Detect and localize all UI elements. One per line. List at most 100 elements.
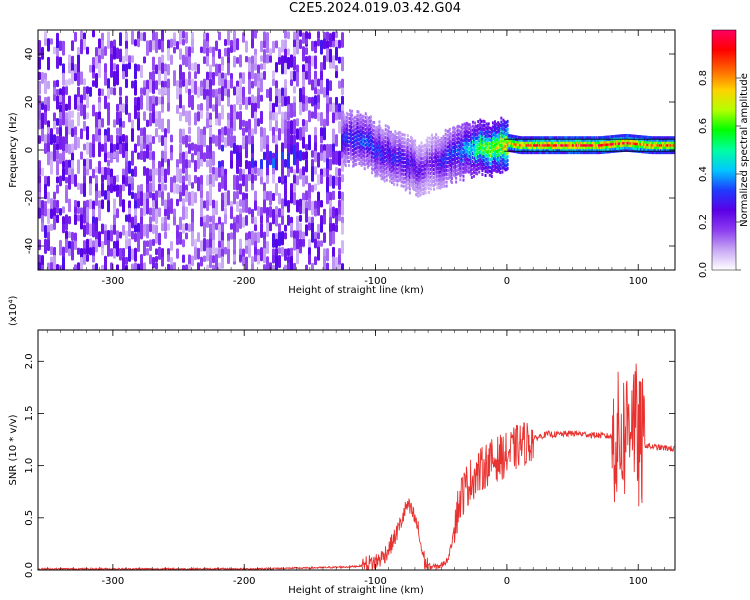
- spectrogram-ridge-cell: [367, 124, 370, 128]
- spectrogram-ridge-cell: [471, 156, 474, 160]
- spectrogram-ridge-cell: [481, 149, 484, 153]
- spectrogram-ridge-cell: [586, 151, 589, 155]
- spectrogram-ridge-cell: [569, 141, 572, 145]
- spectrogram-ridge-cell: [372, 167, 375, 171]
- spectrogram-ridge-cell: [353, 151, 356, 155]
- spectrogram-ridge-cell: [423, 143, 426, 147]
- spectrogram-ridge-cell: [650, 146, 653, 150]
- spectrogram-ridge-cell: [575, 146, 578, 150]
- spectrogram-cell: [314, 55, 317, 70]
- spectrogram-ridge-cell: [440, 164, 443, 168]
- spectrogram-ridge-cell: [646, 150, 649, 154]
- spectrogram-ridge-cell: [627, 141, 630, 145]
- spectrogram-ridge-cell: [386, 156, 389, 160]
- spectrogram-ridge-cell: [364, 151, 367, 155]
- spectrogram-cell: [158, 120, 161, 130]
- spectrogram-ridge-cell: [418, 175, 421, 179]
- spectrogram-cell: [302, 199, 305, 214]
- spectrogram-cell: [281, 39, 284, 53]
- spectrogram-cell: [293, 150, 296, 166]
- spectrogram-ridge-cell: [376, 146, 379, 150]
- spectrogram-ridge-cell: [416, 174, 419, 178]
- spectrogram-ridge-cell: [432, 144, 435, 148]
- spectrogram-ridge-cell: [454, 166, 457, 170]
- spectrogram-cell: [56, 159, 59, 176]
- spectrogram-ridge-cell: [448, 151, 451, 155]
- spectrogram-ridge-cell: [461, 166, 464, 170]
- spectrogram-ridge-cell: [612, 142, 615, 146]
- spectrogram-cell: [143, 262, 146, 270]
- spectrogram-ridge-cell: [398, 150, 401, 154]
- spectrogram-ridge-cell: [426, 160, 429, 164]
- spectrogram-ridge-cell: [572, 141, 575, 145]
- spectrogram-ridge-cell: [484, 138, 487, 142]
- spectrogram-ridge-cell: [426, 171, 429, 175]
- spectrogram-ridge-cell: [600, 148, 603, 152]
- spectrogram-cell: [311, 200, 314, 216]
- spectrogram-cell: [293, 86, 296, 94]
- spectrogram-ridge-cell: [670, 141, 673, 145]
- spectrogram-ridge-cell: [634, 142, 637, 146]
- spectrogram-cell: [53, 134, 56, 144]
- spectrogram-ridge-cell: [574, 138, 577, 142]
- spectrogram-ridge-cell: [505, 124, 508, 128]
- spectrogram-cell: [197, 262, 200, 270]
- spectrogram-ridge-cell: [658, 151, 661, 155]
- spectrogram-ridge-cell: [495, 126, 498, 130]
- spectrogram-cell: [296, 215, 299, 232]
- spectrogram-ridge-cell: [441, 177, 444, 181]
- spectrogram-ridge-cell: [482, 135, 485, 139]
- spectrogram-cell: [230, 232, 233, 240]
- spectrogram-ridge-cell: [446, 129, 449, 133]
- spectrogram-cell: [149, 239, 152, 251]
- spectrogram-ridge-cell: [392, 172, 395, 176]
- spectrogram-ridge-cell: [635, 142, 638, 146]
- spectrogram-cell: [305, 207, 308, 223]
- spectrogram-ridge-cell: [356, 145, 359, 149]
- spectrogram-ridge-cell: [464, 123, 467, 127]
- spectrogram-ridge-cell: [572, 146, 575, 150]
- spectrogram-ridge-cell: [395, 175, 398, 179]
- spectrogram-cell: [311, 166, 314, 182]
- spectrogram-cell: [176, 238, 179, 246]
- spectrogram-ridge-cell: [375, 173, 378, 177]
- spectrogram-cell: [302, 136, 305, 149]
- spectrogram-cell: [101, 143, 104, 152]
- spectrogram-ridge-cell: [548, 146, 551, 150]
- spectrogram-ridge-cell: [492, 125, 495, 129]
- spectrogram-cell: [290, 54, 293, 68]
- spectrogram-ridge-cell: [460, 130, 463, 134]
- spectrogram-cell: [296, 71, 299, 87]
- spectrogram-ridge-cell: [672, 146, 675, 150]
- spectrogram-ridge-cell: [414, 162, 417, 166]
- spectrogram-cell: [224, 39, 227, 47]
- spectrogram-ridge-cell: [392, 140, 395, 144]
- spectrogram-cell: [161, 199, 164, 206]
- spectrogram-cell: [98, 167, 101, 174]
- spectrogram-ridge-cell: [450, 134, 453, 138]
- spectrogram-ridge-cell: [358, 134, 361, 138]
- spectrogram-ridge-cell: [439, 155, 442, 159]
- spectrogram-ridge-cell: [547, 138, 550, 142]
- spectrogram-ridge-cell: [370, 135, 373, 139]
- spectrogram-ridge-cell: [462, 131, 465, 135]
- spectrogram-ridge-cell: [464, 155, 467, 159]
- spectrogram-ridge-cell: [456, 145, 459, 149]
- spectrogram-cell: [263, 40, 266, 49]
- spectrogram-cell: [299, 150, 302, 162]
- spectrogram-ridge-cell: [343, 115, 346, 119]
- spectrogram-ridge-cell: [456, 133, 459, 137]
- spectrogram-ridge-cell: [466, 130, 469, 134]
- spectrogram-ridge-cell: [453, 134, 456, 138]
- spectrogram-cell: [74, 31, 77, 42]
- spectrogram-ridge-cell: [660, 143, 663, 147]
- spectrogram-cell: [302, 46, 305, 62]
- spectrogram-cell: [74, 214, 77, 225]
- spectrogram-ridge-cell: [517, 148, 520, 152]
- spectrogram-cell: [251, 102, 254, 119]
- spectrogram-ridge-cell: [607, 135, 610, 139]
- spectrogram-cell: [218, 240, 221, 248]
- spectrogram-ridge-cell: [641, 150, 644, 154]
- spectrogram-ridge-cell: [477, 123, 480, 127]
- spectrogram-ridge-cell: [424, 163, 427, 167]
